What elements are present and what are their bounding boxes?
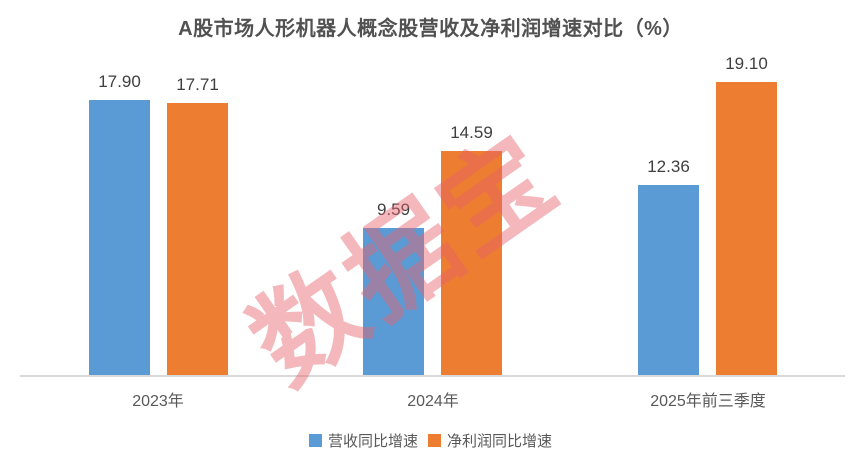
x-tick-label-2023年: 2023年 [132, 393, 184, 410]
bar-rect [167, 103, 228, 375]
bar-营收同比增速-2025年前三季度: 12.36 [638, 157, 699, 375]
bar-rect [441, 151, 502, 375]
legend-item-净利润同比增速: 净利润同比增速 [428, 430, 552, 451]
legend-label: 净利润同比增速 [447, 433, 553, 450]
bar-group-2025年前三季度: 12.36 19.10 [638, 54, 777, 375]
bar-净利润同比增速-2023年: 17.71 [167, 75, 228, 375]
legend-label: 营收同比增速 [327, 433, 418, 450]
bar-group-2024年: 9.59 14.59 [363, 123, 502, 375]
bar-value-label: 17.90 [98, 72, 141, 91]
bar-营收同比增速-2024年: 9.59 [363, 200, 424, 375]
chart-title: A股市场人形机器人概念股营收及净利润增速对比（%） [178, 18, 683, 40]
bar-value-label: 9.59 [376, 200, 411, 219]
legend-swatch-icon [428, 434, 441, 447]
bar-rect [716, 82, 777, 375]
chart-legend: 营收同比增速 净利润同比增速 [0, 430, 861, 451]
legend-item-营收同比增速: 营收同比增速 [308, 430, 418, 451]
bar-group-2023年: 17.90 17.71 [89, 72, 228, 375]
legend-swatch-icon [308, 434, 322, 447]
bar-营收同比增速-2023年: 17.90 [89, 72, 150, 375]
x-tick-label-2025年前三季度: 2025年前三季度 [650, 393, 766, 410]
bar-rect [89, 100, 150, 375]
bar-rect [638, 185, 699, 375]
x-axis-line [20, 375, 845, 377]
bar-value-label: 17.71 [176, 75, 219, 94]
bar-value-label: 19.10 [725, 54, 768, 73]
bar-rect [363, 228, 424, 375]
bar-净利润同比增速-2025年前三季度: 19.10 [716, 54, 777, 375]
bar-净利润同比增速-2024年: 14.59 [441, 123, 502, 375]
bar-value-label: 14.59 [450, 123, 493, 142]
x-tick-label-2024年: 2024年 [407, 393, 459, 410]
bar-value-label: 12.36 [647, 157, 690, 176]
